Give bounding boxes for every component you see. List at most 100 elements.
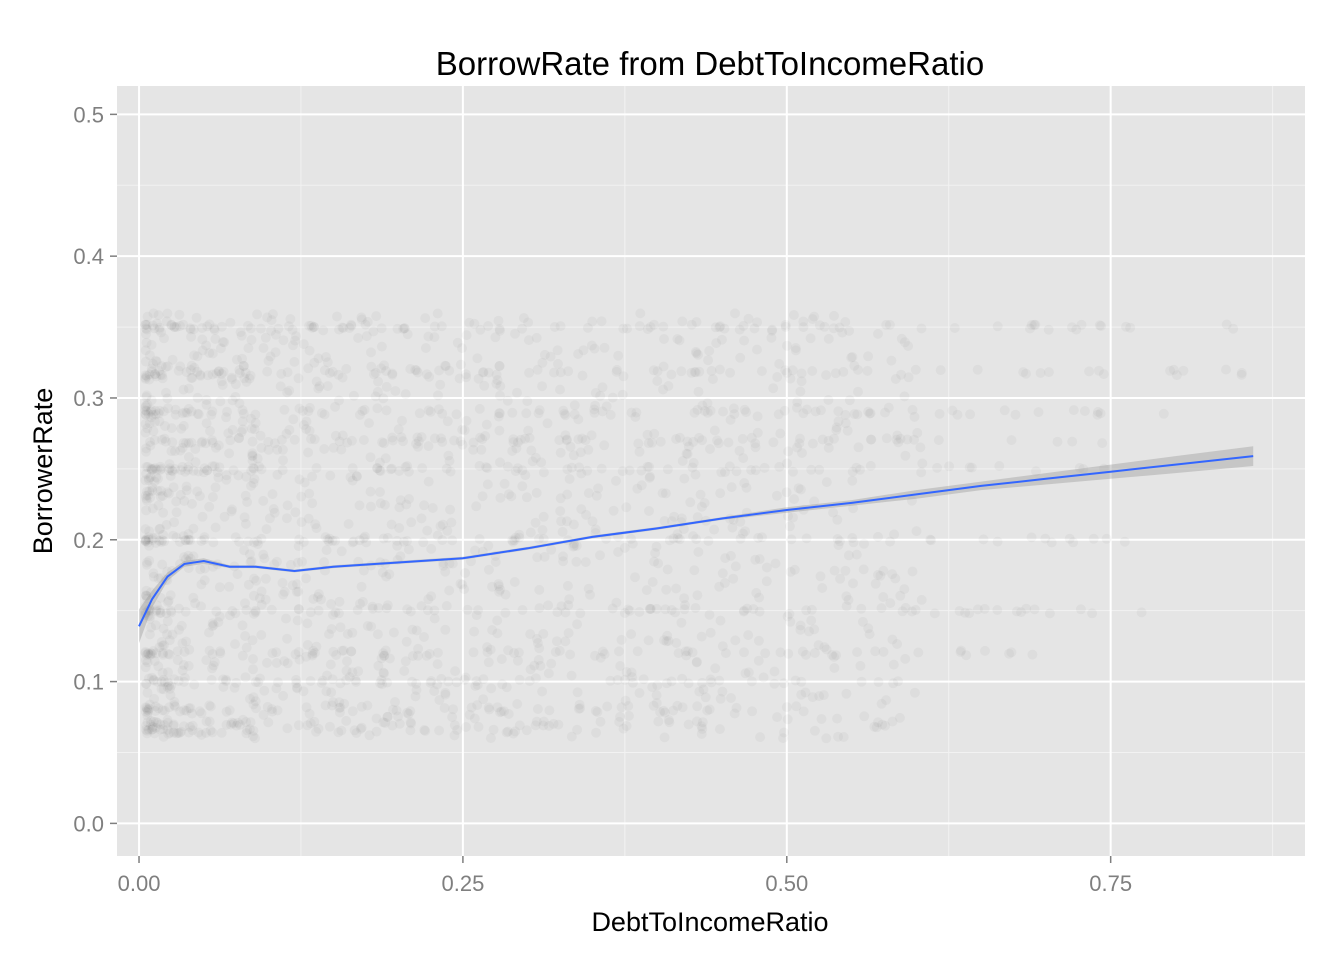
scatter-point: [404, 467, 414, 477]
scatter-point: [504, 709, 514, 719]
scatter-point: [703, 536, 713, 546]
scatter-point: [188, 721, 198, 731]
scatter-point: [258, 496, 268, 506]
scatter-point: [215, 396, 225, 406]
scatter-point: [147, 340, 157, 350]
scatter-point: [973, 604, 983, 614]
scatter-point: [484, 368, 494, 378]
scatter-point: [775, 429, 785, 439]
scatter-point: [375, 458, 385, 468]
scatter-point: [306, 434, 316, 444]
scatter-point: [181, 607, 191, 617]
scatter-point: [241, 717, 251, 727]
scatter-point: [313, 592, 323, 602]
scatter-point: [741, 407, 751, 417]
scatter-point: [994, 461, 1004, 471]
scatter-point: [353, 333, 363, 343]
scatter-point: [829, 663, 839, 673]
scatter-point: [627, 667, 637, 677]
scatter-point: [502, 682, 512, 692]
scatter-point: [303, 640, 313, 650]
scatter-point: [486, 733, 496, 743]
scatter-point: [543, 600, 553, 610]
scatter-point: [863, 366, 873, 376]
scatter-point: [475, 534, 485, 544]
scatter-point: [817, 583, 827, 593]
scatter-point: [663, 565, 673, 575]
scatter-point: [413, 644, 423, 654]
scatter-point: [1053, 437, 1063, 447]
scatter-point: [401, 500, 411, 510]
scatter-point: [456, 360, 466, 370]
scatter-point: [835, 536, 845, 546]
scatter-point: [433, 309, 443, 319]
scatter-point: [853, 387, 863, 397]
scatter-point: [856, 604, 866, 614]
scatter-point: [249, 609, 259, 619]
scatter-point: [1102, 534, 1112, 544]
scatter-point: [503, 396, 513, 406]
scatter-point: [311, 642, 321, 652]
scatter-point: [278, 691, 288, 701]
scatter-point: [294, 604, 304, 614]
y-tick-label: 0.4: [73, 244, 104, 269]
scatter-point: [690, 408, 700, 418]
scatter-point: [207, 663, 217, 673]
scatter-point: [278, 335, 288, 345]
scatter-point: [711, 338, 721, 348]
scatter-point: [433, 659, 443, 669]
scatter-point: [305, 403, 315, 413]
scatter-point: [782, 702, 792, 712]
scatter-point: [1097, 438, 1107, 448]
scatter-point: [613, 675, 623, 685]
scatter-point: [901, 603, 911, 613]
scatter-point: [247, 448, 257, 458]
scatter-point: [513, 656, 523, 666]
scatter-point: [161, 362, 171, 372]
scatter-point: [302, 618, 312, 628]
scatter-point: [166, 606, 176, 616]
scatter-point: [570, 400, 580, 410]
scatter-point: [806, 616, 816, 626]
scatter-point: [306, 676, 316, 686]
scatter-point: [556, 516, 566, 526]
scatter-point: [753, 428, 763, 438]
scatter-point: [378, 567, 388, 577]
scatter-point: [1137, 607, 1147, 617]
scatter-point: [679, 474, 689, 484]
scatter-point: [832, 714, 842, 724]
scatter-point: [309, 322, 319, 332]
scatter-point: [341, 364, 351, 374]
scatter-point: [526, 446, 536, 456]
scatter-point: [904, 372, 914, 382]
scatter-point: [366, 487, 376, 497]
scatter-point: [172, 507, 182, 517]
scatter-point: [882, 433, 892, 443]
scatter-point: [742, 483, 752, 493]
scatter-point: [849, 409, 859, 419]
scatter-point: [382, 712, 392, 722]
scatter-point: [659, 362, 669, 372]
scatter-point: [855, 661, 865, 671]
scatter-point: [255, 593, 265, 603]
scatter-point: [587, 317, 597, 327]
scatter-point: [791, 701, 801, 711]
scatter-point: [152, 319, 162, 329]
scatter-point: [630, 572, 640, 582]
scatter-point: [342, 656, 352, 666]
scatter-point: [692, 657, 702, 667]
scatter-point: [495, 493, 505, 503]
scatter-point: [393, 712, 403, 722]
scatter-point: [337, 646, 347, 656]
scatter-point: [709, 525, 719, 535]
scatter-point: [848, 578, 858, 588]
scatter-point: [822, 477, 832, 487]
scatter-point: [288, 414, 298, 424]
scatter-point: [664, 715, 674, 725]
scatter-point: [332, 312, 342, 322]
scatter-point: [177, 621, 187, 631]
scatter-point: [569, 450, 579, 460]
scatter-point: [224, 448, 234, 458]
scatter-point: [567, 732, 577, 742]
scatter-point: [433, 531, 443, 541]
